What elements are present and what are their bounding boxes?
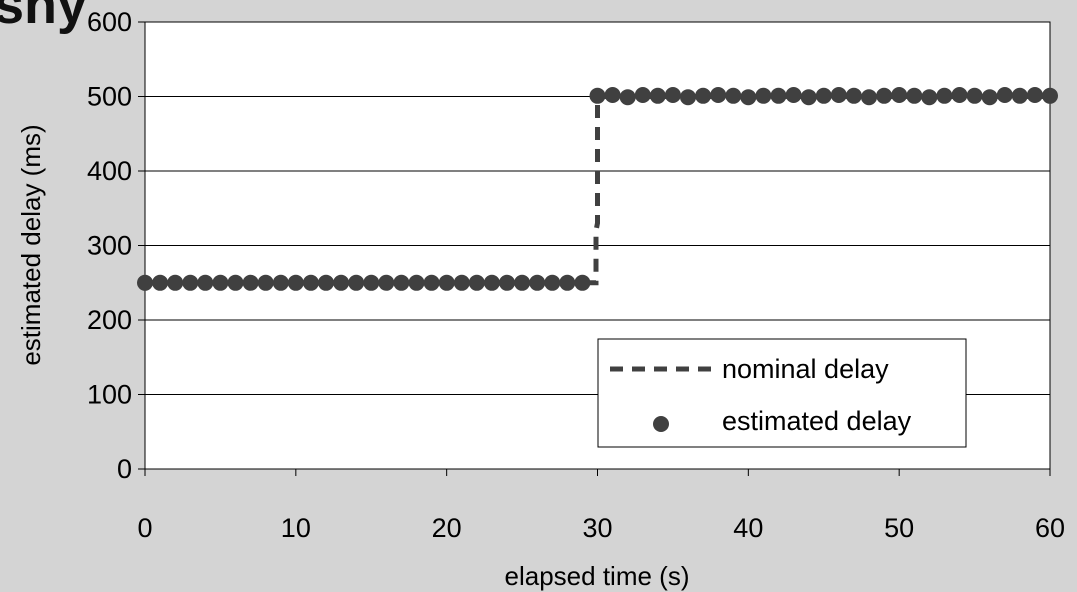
legend-estimated-swatch xyxy=(653,416,669,432)
estimated-delay-point xyxy=(408,274,425,291)
y-tick-label: 0 xyxy=(117,454,132,484)
estimated-delay-point xyxy=(152,274,169,291)
estimated-delay-point xyxy=(348,274,365,291)
estimated-delay-point xyxy=(318,274,334,291)
page-title-fragment: shy xyxy=(0,0,88,35)
y-tick-label: 100 xyxy=(87,380,132,410)
estimated-delay-point xyxy=(468,274,485,291)
estimated-delay-point xyxy=(951,87,968,103)
estimated-delay-point xyxy=(649,87,666,104)
x-tick-label: 10 xyxy=(281,513,311,543)
estimated-delay-point xyxy=(1042,87,1058,104)
estimated-delay-point xyxy=(333,274,350,291)
x-tick-label: 60 xyxy=(1035,513,1065,543)
legend-nominal-label: nominal delay xyxy=(722,354,889,384)
estimated-delay-series xyxy=(137,87,1058,291)
estimated-delay-point xyxy=(197,274,214,291)
estimated-delay-point xyxy=(137,274,153,291)
x-tick-label: 40 xyxy=(733,513,763,543)
estimated-delay-point xyxy=(981,89,998,106)
estimated-delay-point xyxy=(589,87,606,104)
estimated-delay-point xyxy=(876,87,893,104)
estimated-delay-point xyxy=(710,87,727,103)
estimated-delay-point xyxy=(891,87,908,103)
estimated-delay-point xyxy=(936,87,953,104)
estimated-delay-point xyxy=(664,87,681,103)
estimated-delay-point xyxy=(1026,87,1043,103)
y-tick-label: 300 xyxy=(87,231,132,261)
axis-ticks xyxy=(138,21,1051,476)
estimated-delay-point xyxy=(529,274,546,291)
estimated-delay-point xyxy=(363,274,380,291)
estimated-delay-point xyxy=(514,274,531,291)
estimated-delay-point xyxy=(634,87,651,103)
y-axis-label: estimated delay (ms) xyxy=(16,124,46,365)
estimated-delay-point xyxy=(740,89,757,106)
estimated-delay-point xyxy=(182,274,199,291)
legend: nominal delay estimated delay xyxy=(597,338,967,448)
estimated-delay-point xyxy=(1011,87,1028,104)
estimated-delay-point xyxy=(725,87,742,104)
estimated-delay-point xyxy=(861,89,877,106)
estimated-delay-point xyxy=(921,89,938,106)
estimated-delay-point xyxy=(830,87,847,103)
estimated-delay-point xyxy=(393,274,410,291)
estimated-delay-point xyxy=(996,87,1013,103)
estimated-delay-point xyxy=(619,89,636,106)
estimated-delay-point xyxy=(438,274,455,291)
estimated-delay-point xyxy=(785,87,802,103)
x-tick-labels: 0 10 20 30 40 50 60 xyxy=(137,513,1065,543)
estimated-delay-point xyxy=(227,274,244,291)
estimated-delay-point xyxy=(559,274,576,291)
estimated-delay-point xyxy=(604,87,621,103)
estimated-delay-point xyxy=(242,274,259,291)
estimated-delay-point xyxy=(770,87,787,104)
estimated-delay-point xyxy=(212,274,229,291)
estimated-delay-point xyxy=(544,274,561,291)
estimated-delay-point xyxy=(906,87,923,104)
estimated-delay-point xyxy=(755,87,772,104)
estimated-delay-point xyxy=(378,274,395,291)
estimated-delay-point xyxy=(845,87,862,104)
x-axis-label: elapsed time (s) xyxy=(505,561,690,591)
estimated-delay-point xyxy=(815,87,832,104)
legend-estimated-label: estimated delay xyxy=(722,406,912,436)
x-tick-label: 20 xyxy=(432,513,462,543)
estimated-delay-point xyxy=(257,274,274,291)
estimated-delay-point xyxy=(167,274,184,291)
estimated-delay-point xyxy=(966,87,983,104)
estimated-delay-point xyxy=(800,89,817,106)
y-tick-label: 600 xyxy=(87,7,132,37)
estimated-delay-point xyxy=(695,87,712,104)
estimated-delay-point xyxy=(287,274,304,291)
y-tick-labels: 0 100 200 300 400 500 600 xyxy=(87,7,132,484)
x-tick-label: 30 xyxy=(582,513,612,543)
x-tick-label: 50 xyxy=(884,513,914,543)
estimated-delay-point xyxy=(574,274,591,291)
estimated-delay-point xyxy=(423,274,440,291)
estimated-delay-point xyxy=(680,89,696,106)
estimated-delay-point xyxy=(302,274,319,291)
estimated-delay-point xyxy=(499,274,515,291)
estimated-delay-point xyxy=(453,274,470,291)
y-tick-label: 200 xyxy=(87,305,132,335)
x-tick-label: 0 xyxy=(137,513,152,543)
estimated-delay-point xyxy=(272,274,289,291)
y-tick-label: 500 xyxy=(87,82,132,112)
y-tick-label: 400 xyxy=(87,156,132,186)
estimated-delay-point xyxy=(483,274,500,291)
